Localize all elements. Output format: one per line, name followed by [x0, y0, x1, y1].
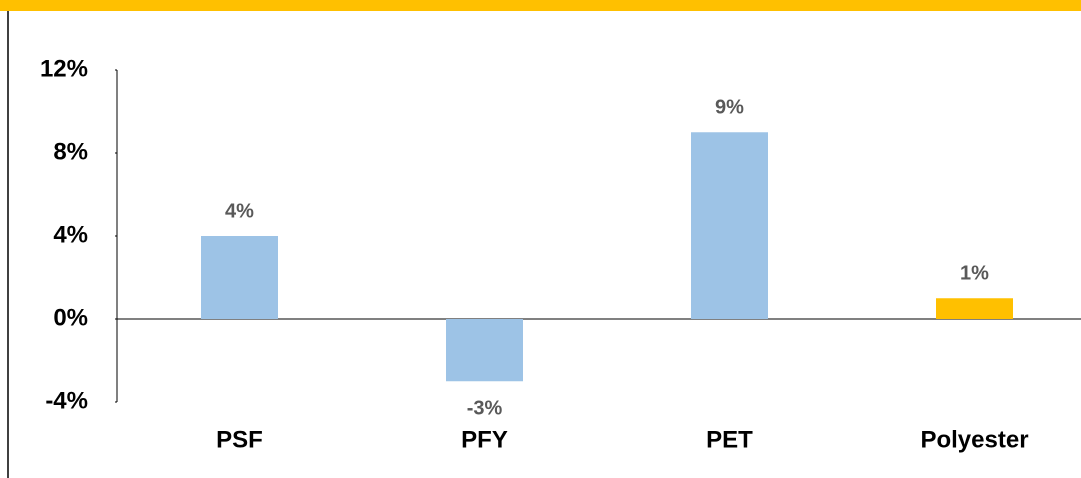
bar	[936, 298, 1013, 319]
y-tick-label: -4%	[45, 387, 88, 414]
bar	[446, 319, 523, 382]
y-tick-label: 0%	[53, 304, 88, 331]
x-tick-label: PSF	[216, 426, 263, 453]
bar	[201, 236, 278, 319]
y-tick-label: 12%	[40, 55, 88, 82]
data-label: 1%	[960, 263, 989, 285]
top-band	[0, 0, 1081, 11]
x-tick-label: PFY	[461, 426, 508, 453]
bar	[691, 132, 768, 319]
data-label: 4%	[225, 200, 254, 222]
y-tick-label: 8%	[53, 138, 88, 165]
y-tick-label: 4%	[53, 221, 88, 248]
data-label: 9%	[715, 97, 744, 119]
x-tick-label: Polyester	[920, 426, 1028, 453]
data-label: -3%	[467, 398, 503, 420]
x-tick-label: PET	[706, 426, 753, 453]
